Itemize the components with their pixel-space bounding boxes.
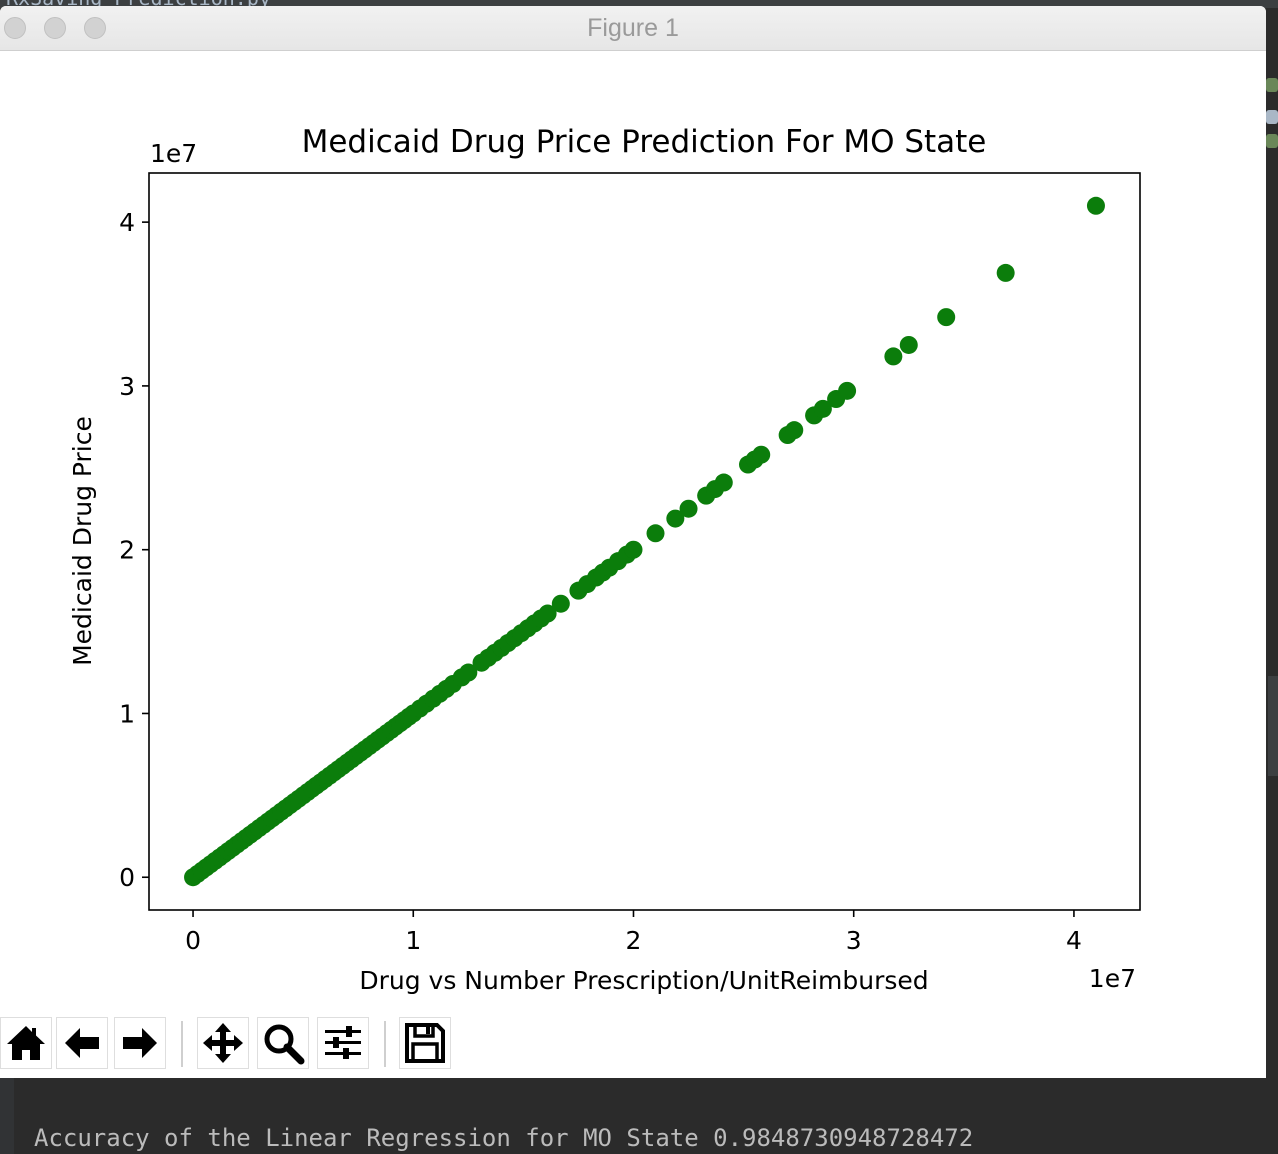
console-output: Accuracy of the Linear Regression for MO… bbox=[34, 1124, 974, 1152]
home-icon bbox=[7, 1026, 45, 1060]
data-point bbox=[666, 509, 685, 528]
maximize-window-button[interactable] bbox=[84, 17, 106, 39]
x-tick-label: 0 bbox=[185, 926, 201, 955]
arrow-right-icon bbox=[123, 1028, 157, 1058]
save-button[interactable] bbox=[399, 1017, 451, 1069]
data-point bbox=[714, 473, 733, 492]
data-point bbox=[813, 399, 832, 418]
y-tick-label: 4 bbox=[119, 208, 135, 237]
back-button[interactable] bbox=[56, 1017, 108, 1069]
arrow-left-icon bbox=[65, 1028, 99, 1058]
y-tick-label: 0 bbox=[119, 863, 135, 892]
y-tick-label: 2 bbox=[119, 536, 135, 565]
magnifier-icon bbox=[264, 1024, 305, 1065]
background-code-glyph bbox=[1266, 78, 1278, 92]
data-point bbox=[551, 594, 570, 613]
run-console: Accuracy of the Linear Regression for MO… bbox=[0, 1078, 1278, 1154]
sliders-icon bbox=[325, 1026, 361, 1059]
x-tick-label: 3 bbox=[846, 926, 862, 955]
forward-button[interactable] bbox=[114, 1017, 166, 1069]
y-axis: 0 1 2 3 4 bbox=[119, 208, 149, 892]
figure-window: Figure 1 Medicaid Drug Price Prediction … bbox=[0, 6, 1266, 1078]
window-titlebar[interactable]: Figure 1 bbox=[0, 6, 1266, 51]
y-offset-text: 1e7 bbox=[150, 139, 197, 168]
data-point bbox=[1086, 196, 1105, 215]
data-point bbox=[646, 524, 665, 543]
background-editor-edge bbox=[1266, 8, 1278, 1078]
y-tick-label: 1 bbox=[119, 699, 135, 728]
toolbar-separator bbox=[181, 1021, 183, 1067]
background-code-glyph bbox=[1266, 134, 1278, 148]
data-point bbox=[899, 335, 918, 354]
x-tick-label: 4 bbox=[1066, 926, 1082, 955]
data-point bbox=[996, 263, 1015, 282]
close-window-button[interactable] bbox=[4, 17, 26, 39]
zoom-button[interactable] bbox=[257, 1017, 309, 1069]
background-file-label: RxSaving_Prediction.py bbox=[6, 0, 271, 8]
data-point bbox=[785, 421, 804, 440]
data-point bbox=[624, 540, 643, 559]
data-point bbox=[459, 663, 478, 682]
data-point bbox=[752, 445, 771, 464]
navigation-toolbar bbox=[0, 1011, 1266, 1078]
chart-title: Medicaid Drug Price Prediction For MO St… bbox=[302, 124, 987, 160]
data-point bbox=[679, 499, 698, 518]
console-gutter bbox=[0, 1078, 14, 1154]
move-icon bbox=[203, 1023, 243, 1063]
x-axis: 0 1 2 3 4 bbox=[185, 910, 1082, 955]
data-point bbox=[937, 308, 956, 327]
x-tick-label: 1 bbox=[405, 926, 421, 955]
background-code-glyph bbox=[1266, 110, 1278, 124]
background-editor-tabbar: RxSaving_Prediction.py bbox=[0, 0, 1278, 8]
data-point bbox=[884, 347, 903, 366]
x-tick-label: 2 bbox=[626, 926, 642, 955]
home-button[interactable] bbox=[0, 1017, 52, 1069]
x-axis-label: Drug vs Number Prescription/UnitReimburs… bbox=[359, 966, 928, 995]
floppy-disk-icon bbox=[405, 1023, 445, 1063]
background-editor-highlight bbox=[1268, 676, 1278, 776]
minimize-window-button[interactable] bbox=[44, 17, 66, 39]
y-axis-label: Medicaid Drug Price bbox=[68, 416, 97, 666]
pan-button[interactable] bbox=[197, 1017, 249, 1069]
data-point bbox=[538, 604, 557, 623]
figure-canvas[interactable]: Medicaid Drug Price Prediction For MO St… bbox=[0, 51, 1266, 1011]
toolbar-separator bbox=[384, 1021, 386, 1067]
scatter-points bbox=[184, 196, 1105, 887]
data-point bbox=[838, 381, 857, 400]
scatter-plot: Medicaid Drug Price Prediction For MO St… bbox=[68, 124, 1141, 995]
configure-subplots-button[interactable] bbox=[317, 1017, 369, 1069]
plot-frame bbox=[148, 172, 1141, 911]
x-offset-text: 1e7 bbox=[1089, 964, 1136, 993]
y-tick-label: 3 bbox=[119, 372, 135, 401]
window-title: Figure 1 bbox=[587, 14, 679, 42]
